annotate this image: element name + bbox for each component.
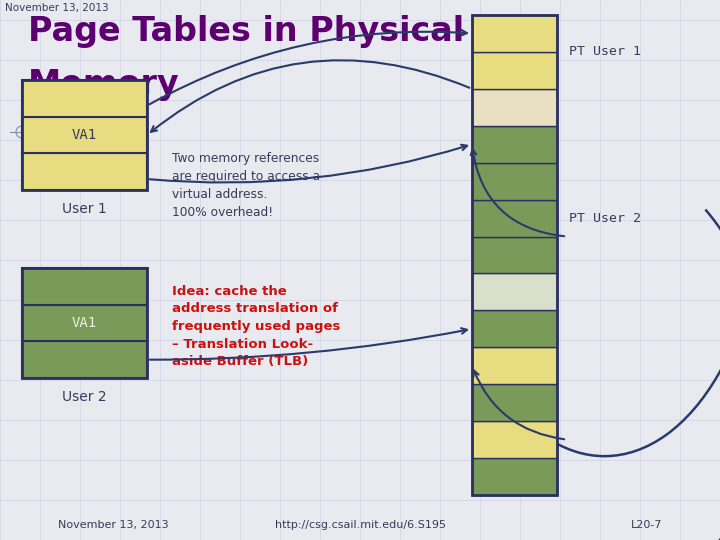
Bar — [22, 153, 147, 190]
Bar — [472, 126, 557, 163]
Bar — [472, 163, 557, 200]
Bar — [472, 421, 557, 458]
Text: http://csg.csail.mit.edu/6.S195: http://csg.csail.mit.edu/6.S195 — [274, 520, 446, 530]
Bar — [472, 15, 557, 52]
Text: November 13, 2013: November 13, 2013 — [5, 3, 109, 13]
Text: Memory: Memory — [28, 68, 179, 101]
Bar — [472, 310, 557, 347]
Bar — [472, 384, 557, 421]
Bar — [472, 237, 557, 273]
Text: VA1: VA1 — [72, 316, 97, 330]
Text: PT User 2: PT User 2 — [569, 212, 641, 225]
Bar — [472, 200, 557, 237]
Bar — [22, 80, 147, 190]
Text: Idea: cache the
address translation of
frequently used pages
– Translation Look-: Idea: cache the address translation of f… — [172, 285, 341, 368]
Text: User 2: User 2 — [62, 390, 107, 404]
Bar — [22, 305, 147, 341]
Bar — [22, 80, 147, 117]
Bar — [472, 89, 557, 126]
Bar — [22, 341, 147, 378]
Bar — [472, 52, 557, 89]
Bar — [22, 268, 147, 305]
Text: Page Tables in Physical: Page Tables in Physical — [28, 15, 464, 48]
Text: L20-7: L20-7 — [631, 520, 662, 530]
Bar — [472, 273, 557, 310]
Text: Two memory references
are required to access a
virtual address.
100% overhead!: Two memory references are required to ac… — [172, 152, 320, 219]
Bar — [22, 268, 147, 378]
Bar — [472, 15, 557, 495]
Bar — [22, 117, 147, 153]
Text: PT User 1: PT User 1 — [569, 45, 641, 58]
Text: User 1: User 1 — [62, 202, 107, 216]
Bar — [472, 458, 557, 495]
Text: November 13, 2013: November 13, 2013 — [58, 520, 168, 530]
Bar — [472, 347, 557, 384]
Text: VA1: VA1 — [72, 128, 97, 142]
